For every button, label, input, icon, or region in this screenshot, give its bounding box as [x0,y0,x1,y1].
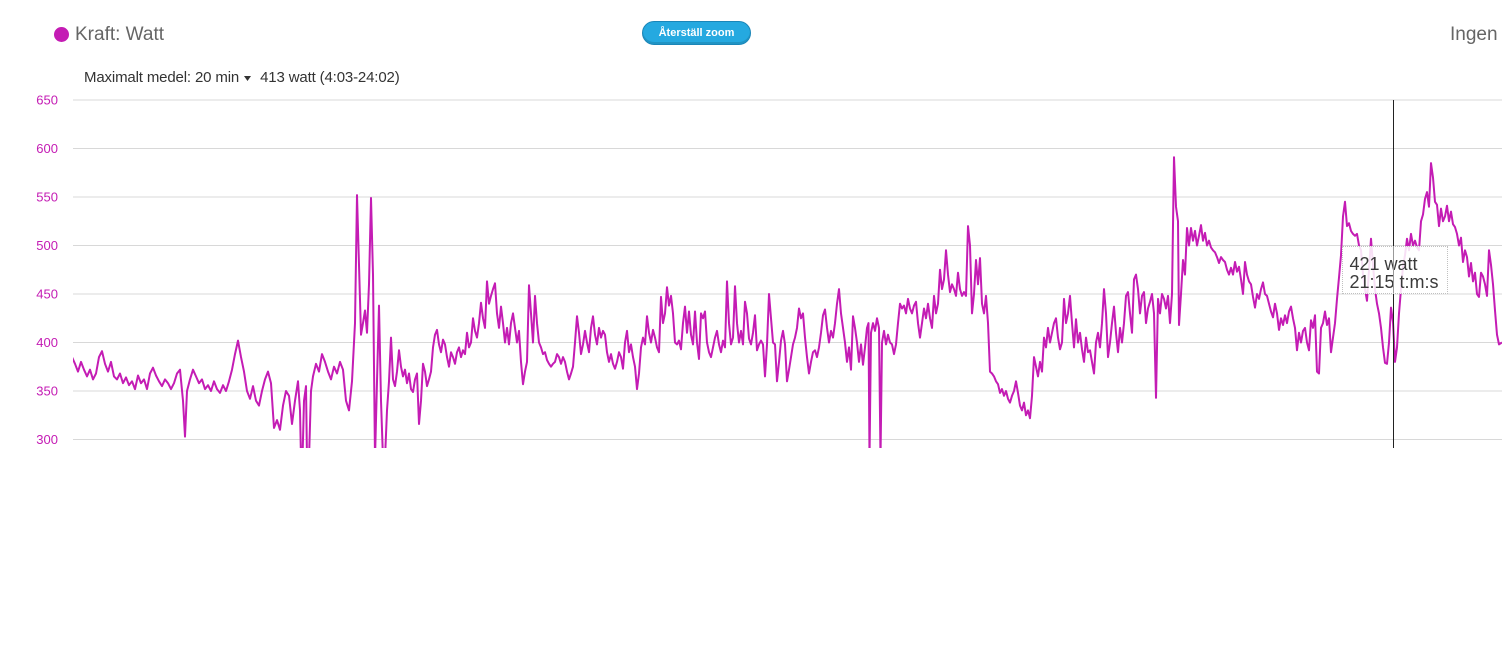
svg-text:600: 600 [36,141,58,156]
svg-text:550: 550 [36,190,58,205]
svg-text:300: 300 [36,432,58,447]
svg-text:650: 650 [36,93,58,108]
svg-text:400: 400 [36,335,58,350]
svg-text:500: 500 [36,238,58,253]
svg-text:450: 450 [36,287,58,302]
svg-text:350: 350 [36,384,58,399]
